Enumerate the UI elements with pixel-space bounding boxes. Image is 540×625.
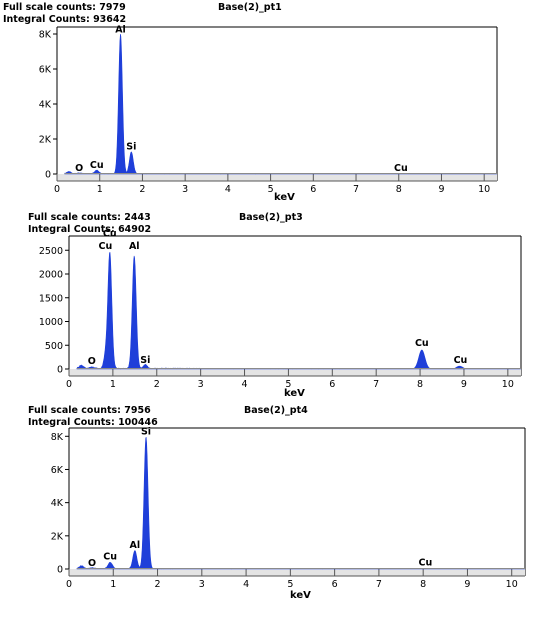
x-tick-label: 9: [461, 379, 467, 390]
element-label-al: Al: [129, 241, 140, 252]
x-tick-label: 7: [353, 184, 359, 195]
y-tick-label: 8K: [51, 432, 64, 443]
x-tick-label: 8: [420, 579, 426, 590]
x-tick-label: 6: [332, 579, 338, 590]
x-tick-label: 5: [285, 379, 291, 390]
element-label-si: Si: [141, 427, 151, 438]
x-tick-label: 9: [464, 579, 470, 590]
spectrum-area: [76, 437, 525, 570]
spectrum-title: Base(2)_pt1: [218, 2, 282, 13]
x-axis-band: [57, 174, 497, 181]
x-tick-label: 1: [97, 184, 103, 195]
x-tick-label: 7: [376, 579, 382, 590]
y-tick-label: 2500: [39, 246, 63, 257]
x-tick-label: 1: [110, 579, 116, 590]
x-tick-label: 10: [478, 184, 490, 195]
x-axis-label: keV: [274, 192, 295, 203]
x-tick-label: 2: [154, 379, 160, 390]
x-tick-label: 7: [373, 379, 379, 390]
spectrum-panel-pt1: Full scale counts: 7979 Integral Counts:…: [3, 2, 498, 203]
x-axis-label: keV: [290, 590, 311, 601]
element-label-cu: Cu: [99, 241, 113, 252]
element-label-o: O: [88, 558, 96, 569]
x-tick-label: 5: [287, 579, 293, 590]
element-label-cu: Cu: [394, 163, 408, 174]
full-scale-counts: Full scale counts: 2443: [28, 212, 151, 223]
y-tick-label: 2K: [39, 135, 52, 146]
element-label-cu: Cu: [103, 228, 117, 239]
element-label-al: Al: [115, 25, 126, 36]
full-scale-counts: Full scale counts: 7979: [3, 2, 126, 13]
x-tick-label: 2: [139, 184, 145, 195]
full-scale-counts: Full scale counts: 7956: [28, 405, 151, 416]
element-label-cu: Cu: [419, 558, 433, 569]
x-tick-label: 4: [225, 184, 231, 195]
element-label-cu: Cu: [103, 552, 117, 563]
spectrum-area: [76, 252, 521, 370]
spectrum-panel-pt4: Full scale counts: 7956 Integral Counts:…: [28, 405, 526, 601]
y-tick-label: 500: [45, 341, 63, 352]
x-tick-label: 3: [199, 579, 205, 590]
spectrum-panel-pt3: Full scale counts: 2443 Integral Counts:…: [28, 212, 522, 399]
y-tick-label: 6K: [39, 65, 52, 76]
x-tick-label: 4: [242, 379, 248, 390]
element-label-cu: Cu: [415, 338, 429, 349]
y-tick-label: 1000: [39, 317, 63, 328]
y-tick-label: 0: [57, 565, 63, 576]
y-tick-label: 4K: [51, 498, 64, 509]
y-tick-label: 0: [45, 170, 51, 181]
x-axis-band: [69, 369, 521, 376]
x-axis-band: [69, 569, 525, 576]
integral-counts: Integral Counts: 93642: [3, 14, 126, 25]
element-label-si: Si: [140, 355, 150, 366]
y-tick-label: 2000: [39, 270, 63, 281]
x-tick-label: 4: [243, 579, 249, 590]
x-tick-label: 5: [268, 184, 274, 195]
y-tick-label: 4K: [39, 100, 52, 111]
element-label-cu: Cu: [454, 355, 468, 366]
element-label-o: O: [75, 163, 83, 174]
spectrum-title: Base(2)_pt3: [239, 212, 303, 223]
x-tick-label: 1: [110, 379, 116, 390]
x-tick-label: 8: [396, 184, 402, 195]
x-tick-label: 0: [54, 184, 60, 195]
y-tick-label: 0: [57, 365, 63, 376]
spectrum-area: [64, 34, 497, 175]
integral-counts: Integral Counts: 100446: [28, 417, 158, 428]
y-tick-label: 1500: [39, 293, 63, 304]
x-tick-label: 2: [155, 579, 161, 590]
x-tick-label: 9: [438, 184, 444, 195]
x-tick-label: 0: [66, 379, 72, 390]
x-tick-label: 8: [417, 379, 423, 390]
element-label-si: Si: [126, 142, 136, 153]
element-label-o: O: [88, 356, 96, 367]
x-tick-label: 6: [310, 184, 316, 195]
x-tick-label: 10: [506, 579, 518, 590]
y-tick-label: 2K: [51, 531, 64, 542]
x-tick-label: 3: [182, 184, 188, 195]
y-tick-label: 8K: [39, 30, 52, 41]
x-tick-label: 0: [66, 579, 72, 590]
x-tick-label: 3: [198, 379, 204, 390]
integral-counts: Integral Counts: 64902: [28, 224, 151, 235]
element-label-cu: Cu: [90, 160, 104, 171]
x-tick-label: 10: [502, 379, 514, 390]
element-label-al: Al: [130, 540, 141, 551]
y-tick-label: 6K: [51, 465, 64, 476]
spectrum-title: Base(2)_pt4: [244, 405, 308, 416]
x-axis-label: keV: [284, 388, 305, 399]
x-tick-label: 6: [329, 379, 335, 390]
